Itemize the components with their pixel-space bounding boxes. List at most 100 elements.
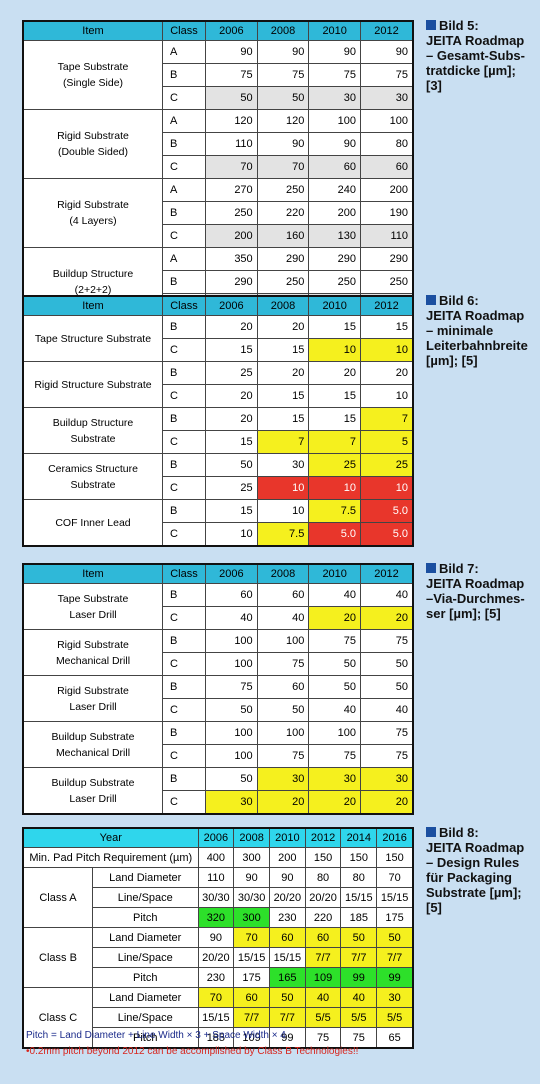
value-cell: 15/15: [197, 1007, 235, 1028]
value-cell: 30: [308, 86, 362, 110]
value-cell: 109: [304, 967, 342, 988]
class-cell: A: [162, 40, 206, 64]
value-cell: 25: [205, 476, 258, 500]
value-cell: 70: [376, 867, 414, 888]
value-cell: 160: [256, 224, 310, 248]
caption-line: Substrate [µm];: [426, 885, 522, 900]
class-cell: A: [162, 247, 206, 271]
table-row: Class B Land Diameter 90 70 60 60 50 50: [22, 927, 414, 988]
value-cell: 20: [256, 315, 310, 339]
value-cell: 5: [360, 430, 414, 454]
value-cell: 50: [268, 987, 306, 1008]
value-cell: 20: [360, 790, 414, 815]
header-2012: 2012: [360, 20, 414, 41]
value-cell: 30/30: [197, 887, 235, 908]
class-cell: B: [162, 629, 206, 653]
value-cell: 60: [304, 927, 342, 948]
table-row: Class A Land Diameter 110 90 90 80 80 70: [22, 867, 414, 928]
table-row: C 100 75 50 50: [23, 652, 414, 676]
value-cell: 290: [308, 247, 362, 271]
value-cell: 15: [256, 384, 310, 408]
bild7-table: Item Class 2006 2008 2010 2012 Tape Substrate L…: [22, 563, 414, 815]
value-cell: 100: [308, 109, 362, 133]
value-cell: 75: [360, 744, 414, 768]
value-cell: 100: [256, 629, 310, 653]
header-row: Item Class 2006 2008 2010 2012: [22, 563, 414, 584]
class-cell: C: [162, 652, 206, 676]
class-cell: C: [162, 606, 206, 630]
value-cell: 109: [233, 1027, 270, 1049]
value-cell: 100: [205, 629, 258, 653]
value-cell: 5/5: [304, 1007, 342, 1028]
value-cell: 15: [256, 407, 310, 431]
value-cell: 40: [340, 987, 378, 1008]
value-cell: 200: [308, 201, 362, 225]
bild6-caption: Bild 6: JEITA Roadmap – minimale Leiterbahn…: [426, 293, 528, 368]
value-cell: 30: [256, 453, 310, 477]
value-cell: 15: [308, 407, 362, 431]
table-row: Pitch 185 109 99 75 75 65: [23, 1027, 414, 1049]
class-cell: C: [162, 522, 206, 547]
header-class: Class: [162, 295, 206, 316]
header-2006: 2006: [205, 20, 258, 41]
row-item-label: COF Inner Lead: [22, 499, 163, 547]
value-cell: 7: [360, 407, 414, 431]
table-row: COF Inner Lead B 15 10 7.5 5.0: [22, 499, 414, 547]
header-row: Item Class 2006 2008 2010 2012: [22, 20, 414, 41]
value-cell: 175: [376, 907, 414, 928]
value-cell: 70: [233, 927, 270, 948]
value-cell: 60: [360, 155, 414, 179]
value-cell: 80: [340, 867, 378, 888]
class-cell: C: [162, 384, 206, 408]
class-label: Class A: [22, 867, 93, 928]
value-cell: 250: [256, 270, 310, 294]
value-cell: 70: [205, 155, 258, 179]
value-cell: 230: [197, 967, 235, 988]
value-cell: 350: [205, 247, 258, 271]
row-item-label: Tape Substrate (Single Side): [22, 40, 163, 110]
value-cell: 90: [256, 132, 310, 156]
value-cell: 20/20: [304, 887, 342, 908]
header-year: Year: [22, 827, 199, 848]
value-cell: 90: [197, 927, 235, 948]
value-cell: 200: [268, 847, 306, 868]
value-cell: 230: [268, 907, 306, 928]
class-label: Class B: [22, 927, 93, 988]
class-cell: C: [162, 744, 206, 768]
caption-line: – Gesamt-Subs-: [426, 48, 525, 63]
table-row: C 70 70 60 60: [23, 155, 414, 179]
value-cell: 200: [205, 224, 258, 248]
header-2008: 2008: [233, 827, 270, 848]
table-row: Buildup Substrate Mechanical Drill B 100 100…: [22, 721, 414, 768]
value-cell: 300: [233, 907, 270, 928]
table-row: Tape Structure Substrate B 20 20 15 15: [22, 315, 414, 362]
caption-line: [3]: [426, 78, 442, 93]
caption-line: Bild 5:: [426, 18, 525, 33]
value-cell: 40: [360, 698, 414, 722]
value-cell: 99: [376, 967, 414, 988]
value-cell: 7.5: [256, 522, 310, 547]
row-item-label: Rigid Substrate (4 Layers): [22, 178, 163, 248]
value-cell: 15: [256, 338, 310, 362]
caption-line: –Via-Durchmes-: [426, 591, 525, 606]
row-item-label: Buildup Structure Substrate: [22, 407, 163, 454]
header-2010: 2010: [308, 20, 362, 41]
value-cell: 15: [308, 384, 362, 408]
header-2016: 2016: [376, 827, 414, 848]
header-2010: 2010: [308, 295, 362, 316]
value-cell: 15/15: [268, 947, 306, 968]
class-cell: C: [162, 476, 206, 500]
pitch-formula-note: Pitch = Land Diameter + Line Width × 3 +…: [26, 1030, 286, 1041]
header-2006: 2006: [205, 563, 258, 584]
class-cell: B: [162, 132, 206, 156]
row-item-label: Buildup Substrate Laser Drill: [22, 767, 163, 815]
class-cell: C: [162, 338, 206, 362]
value-cell: 100: [308, 721, 362, 745]
row-label: Pitch: [92, 967, 199, 988]
square-bullet-icon: [426, 563, 436, 573]
value-cell: 100: [205, 721, 258, 745]
caption-line: tratdicke [µm];: [426, 63, 516, 78]
value-cell: 15/15: [233, 947, 270, 968]
class-cell: B: [162, 63, 206, 87]
pitch-remark-note: •0.2mm pitch beyond 2012 can be accompli…: [26, 1046, 359, 1057]
